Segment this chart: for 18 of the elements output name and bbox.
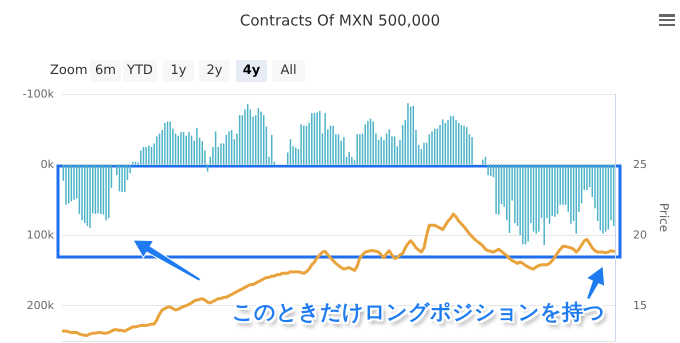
y2-tick-label: 25 bbox=[633, 158, 647, 172]
y-tick-label: 0k bbox=[40, 158, 55, 172]
chart-title: Contracts Of MXN 500,000 bbox=[240, 12, 440, 30]
text: YTD bbox=[123, 60, 157, 82]
y-tick-label: 100k bbox=[26, 228, 55, 242]
text: 6m bbox=[90, 60, 121, 82]
y-tick-label: -100k bbox=[22, 88, 55, 100]
text: 4y bbox=[236, 60, 267, 82]
annotation: このときだけロングポジションを持つ bbox=[232, 299, 605, 326]
line-series bbox=[62, 212, 616, 337]
text: Zoom bbox=[50, 62, 88, 80]
y-tick-label: 200k bbox=[26, 299, 55, 312]
y2-axis-title: Price bbox=[656, 202, 671, 232]
y2-tick-label: 20 bbox=[633, 228, 647, 242]
y2-tick-label: 15 bbox=[633, 299, 647, 312]
text: 2y bbox=[199, 60, 230, 82]
text: All bbox=[272, 60, 305, 82]
text: 1y bbox=[163, 60, 194, 82]
